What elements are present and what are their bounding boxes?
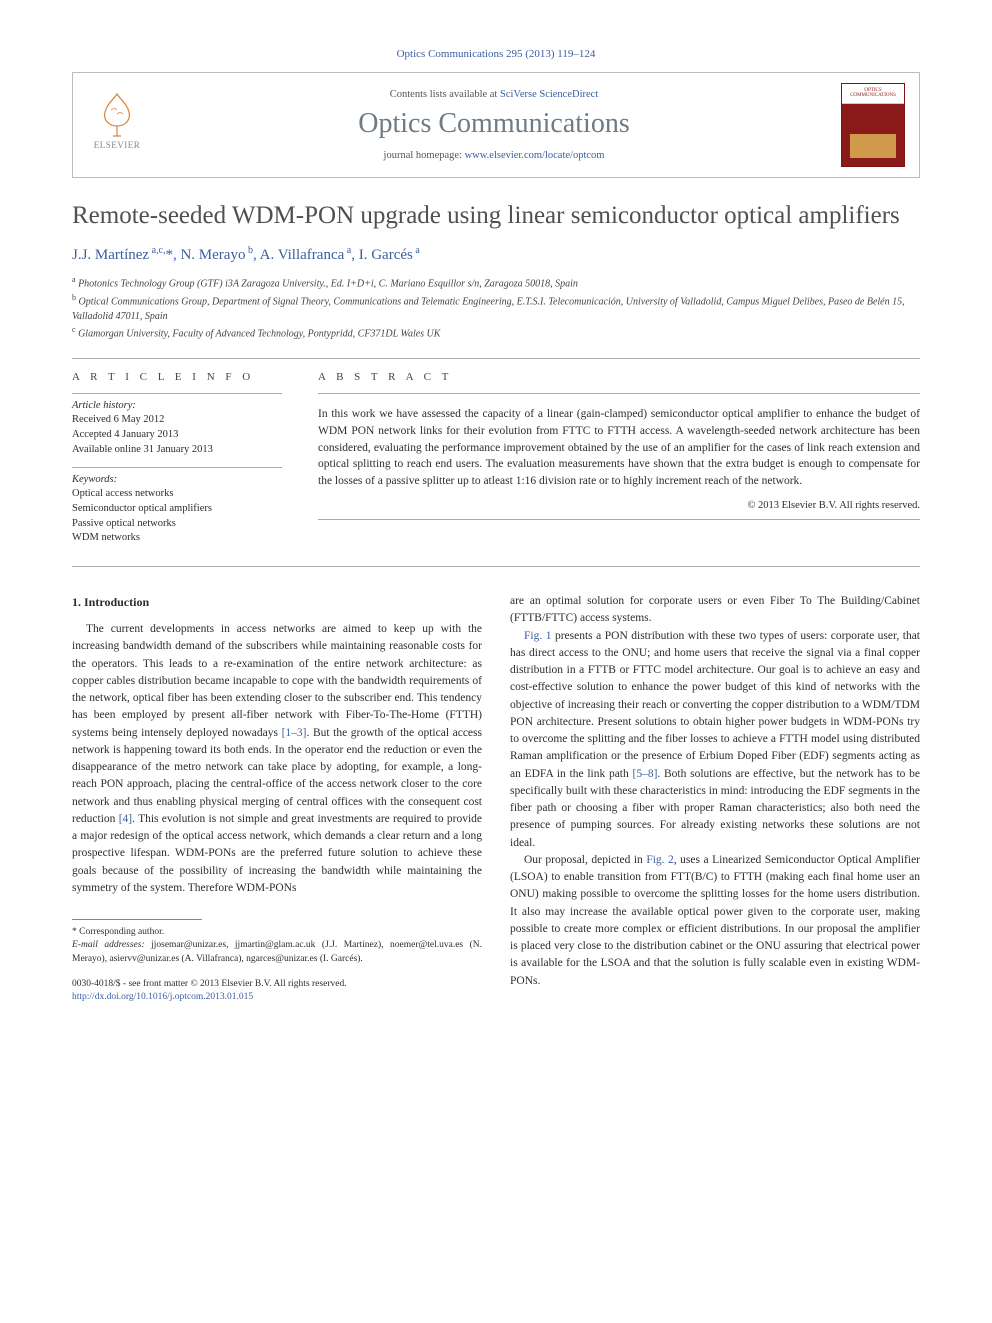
body-two-column: 1. Introduction The current developments…	[72, 593, 920, 1004]
ref-link[interactable]: [4]	[119, 813, 132, 825]
article-title: Remote-seeded WDM-PON upgrade using line…	[72, 200, 920, 231]
keyword-3: Passive optical networks	[72, 517, 282, 532]
meta-section: A R T I C L E I N F O Article history: R…	[72, 371, 920, 546]
article-history-label: Article history:	[72, 400, 282, 411]
header-middle: Contents lists available at SciVerse Sci…	[165, 89, 823, 161]
doi-link[interactable]: http://dx.doi.org/10.1016/j.optcom.2013.…	[72, 992, 253, 1002]
author-4: I. Garcés	[359, 247, 413, 263]
corresponding-author-note: * Corresponding author.	[72, 926, 482, 939]
divider-top	[72, 358, 920, 359]
email-addresses: E-mail addresses: jjosemar@unizar.es, jj…	[72, 939, 482, 966]
elsevier-label: ELSEVIER	[94, 140, 141, 150]
affiliation-b: b Optical Communications Group, Departme…	[72, 292, 920, 324]
keyword-2: Semiconductor optical amplifiers	[72, 502, 282, 517]
author-sep-2: ,	[253, 247, 260, 263]
info-rule-2	[72, 467, 282, 468]
homepage-link[interactable]: www.elsevier.com/locate/optcom	[465, 150, 605, 161]
author-list: J.J. Martínez a,c,*, N. Merayo b, A. Vil…	[72, 245, 920, 264]
journal-cover-thumbnail: OPTICS COMMUNICATIONS	[841, 83, 905, 167]
keywords-label: Keywords:	[72, 474, 282, 485]
abstract-copyright: © 2013 Elsevier B.V. All rights reserved…	[318, 500, 920, 511]
page-root: Optics Communications 295 (2013) 119–124…	[0, 0, 992, 1045]
author-2: N. Merayo	[180, 247, 245, 263]
body-column-right: are an optimal solution for corporate us…	[510, 593, 920, 1004]
issn-line: 0030-4018/$ - see front matter © 2013 El…	[72, 978, 482, 991]
author-2-aff: b	[245, 245, 253, 256]
contents-prefix: Contents lists available at	[390, 89, 500, 100]
history-online: Available online 31 January 2013	[72, 443, 282, 458]
elsevier-logo: ELSEVIER	[87, 90, 147, 160]
sciencedirect-link[interactable]: SciVerse ScienceDirect	[500, 89, 598, 100]
history-received: Received 6 May 2012	[72, 413, 282, 428]
journal-name: Optics Communications	[165, 108, 823, 140]
elsevier-tree-icon	[95, 90, 139, 138]
contents-available-line: Contents lists available at SciVerse Sci…	[165, 89, 823, 100]
ref-link[interactable]: [1–3]	[282, 727, 307, 739]
author-sep-3: ,	[351, 247, 359, 263]
affiliations: a Photonics Technology Group (GTF) i3A Z…	[72, 274, 920, 342]
affiliation-a: a Photonics Technology Group (GTF) i3A Z…	[72, 274, 920, 292]
intro-paragraph-1: The current developments in access netwo…	[72, 621, 482, 897]
running-citation: Optics Communications 295 (2013) 119–124	[72, 48, 920, 60]
journal-header: ELSEVIER Contents lists available at Sci…	[72, 72, 920, 178]
author-1-aff: a,c,	[149, 245, 165, 256]
abstract-heading: A B S T R A C T	[318, 371, 920, 383]
intro-paragraph-2: Fig. 1 presents a PON distribution with …	[510, 628, 920, 852]
cover-title: OPTICS COMMUNICATIONS	[842, 84, 904, 104]
author-4-aff: a	[413, 245, 420, 256]
cover-image-placeholder	[850, 134, 896, 158]
body-column-left: 1. Introduction The current developments…	[72, 593, 482, 1004]
section-1-heading: 1. Introduction	[72, 593, 482, 611]
divider-mid	[72, 566, 920, 567]
info-rule-1	[72, 393, 282, 394]
author-3: A. Villafranca	[260, 247, 345, 263]
homepage-prefix: journal homepage:	[384, 150, 465, 161]
abstract-rule-bottom	[318, 519, 920, 520]
abstract-rule	[318, 393, 920, 394]
homepage-line: journal homepage: www.elsevier.com/locat…	[165, 150, 823, 161]
figure-link[interactable]: Fig. 1	[524, 630, 551, 642]
footnote-block: * Corresponding author. E-mail addresses…	[72, 926, 482, 966]
email-label: E-mail addresses:	[72, 940, 145, 950]
affiliation-c: c Glamorgan University, Faculty of Advan…	[72, 324, 920, 342]
keyword-1: Optical access networks	[72, 487, 282, 502]
footer-block: 0030-4018/$ - see front matter © 2013 El…	[72, 978, 482, 1005]
corresponding-marker: *	[165, 247, 173, 263]
ref-link[interactable]: [5–8]	[632, 768, 657, 780]
intro-paragraph-1-cont: are an optimal solution for corporate us…	[510, 593, 920, 628]
keyword-4: WDM networks	[72, 531, 282, 546]
intro-paragraph-3: Our proposal, depicted in Fig. 2, uses a…	[510, 852, 920, 990]
article-info-heading: A R T I C L E I N F O	[72, 371, 282, 383]
article-info-column: A R T I C L E I N F O Article history: R…	[72, 371, 282, 546]
abstract-text: In this work we have assessed the capaci…	[318, 406, 920, 489]
figure-link[interactable]: Fig. 2	[646, 854, 673, 866]
abstract-column: A B S T R A C T In this work we have ass…	[318, 371, 920, 546]
footnote-rule	[72, 919, 202, 920]
history-accepted: Accepted 4 January 2013	[72, 428, 282, 443]
author-1: J.J. Martínez	[72, 247, 149, 263]
